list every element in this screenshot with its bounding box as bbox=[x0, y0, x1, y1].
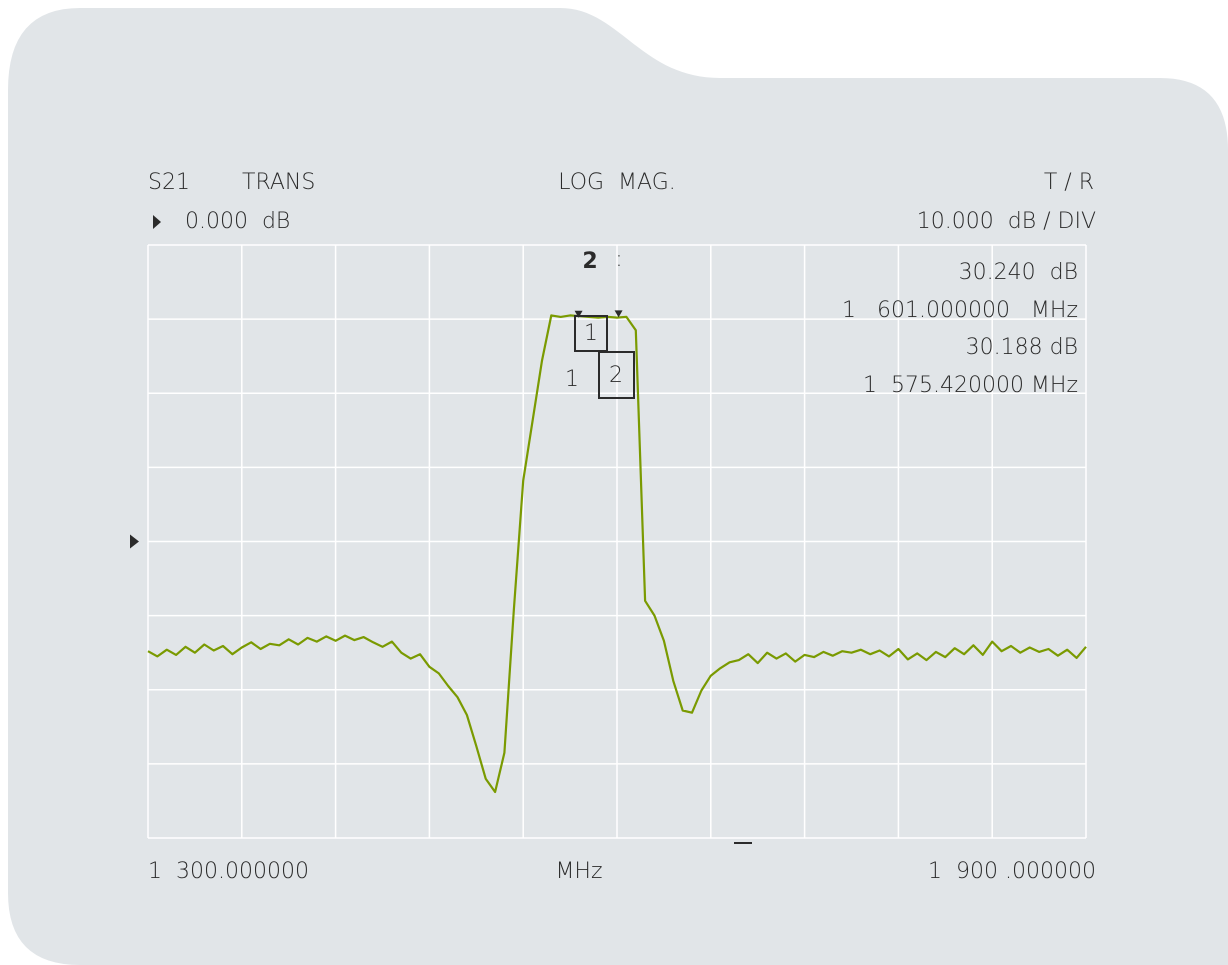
x-tick-label: 1 900 .000000 bbox=[928, 859, 1096, 884]
marker-note: 1 bbox=[565, 367, 579, 392]
reference-label: 0.000 dB bbox=[185, 209, 290, 234]
format: LOG MAG. bbox=[558, 170, 676, 195]
parameter: S21 bbox=[148, 170, 190, 195]
receiver: T / R bbox=[1044, 170, 1094, 195]
measurement: TRANS bbox=[242, 170, 315, 195]
marker-value: 30.240 dB bbox=[959, 260, 1078, 285]
reference-icon bbox=[153, 215, 161, 229]
marker-value: 30.188 dB bbox=[966, 335, 1078, 360]
marker-box-label: 2 bbox=[609, 363, 623, 388]
marker-point bbox=[574, 310, 583, 318]
trace bbox=[147, 314, 1087, 794]
reference-pointer bbox=[130, 534, 139, 549]
marker-box-label: 1 bbox=[584, 321, 598, 346]
marker-box bbox=[598, 351, 635, 399]
marker-box bbox=[574, 315, 608, 352]
panel bbox=[8, 8, 1228, 965]
plot bbox=[147, 244, 1087, 839]
active-marker: 2 bbox=[582, 249, 597, 274]
marker-frequency: 1 575.420000 MHz bbox=[863, 373, 1078, 398]
scale-label: 10.000 dB / DIV bbox=[917, 209, 1096, 234]
x-axis-unit: MHz bbox=[555, 859, 602, 884]
marker-point bbox=[614, 310, 623, 318]
active-marker-separator: : bbox=[615, 247, 622, 272]
x-tick-label: 1 300.000000 bbox=[148, 859, 309, 884]
marker-frequency: 1 601.000000 MHz bbox=[842, 298, 1078, 323]
